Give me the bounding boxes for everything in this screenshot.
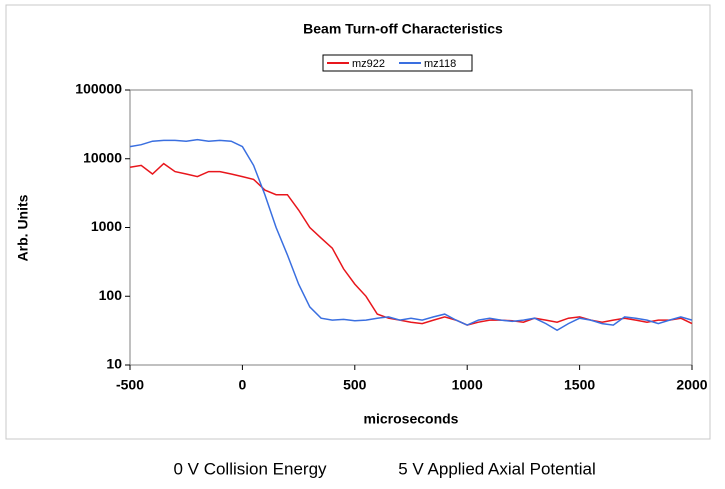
x-tick-label: 1000 [452,377,483,393]
y-axis-label: Arb. Units [15,194,31,261]
caption: 0 V Collision Energy [173,459,327,478]
y-tick-label: 100000 [75,81,122,97]
chart-title: Beam Turn-off Characteristics [303,21,503,37]
plot-area [129,89,693,366]
x-tick-label: 2000 [676,377,707,393]
x-tick-label: 500 [343,377,367,393]
x-tick-label: 1500 [564,377,595,393]
x-tick-label: 0 [239,377,247,393]
caption: 5 V Applied Axial Potential [398,459,596,478]
y-tick-label: 10 [106,356,122,372]
legend-box [322,54,473,72]
x-tick-label: -500 [116,377,144,393]
x-axis-label: microseconds [364,411,459,427]
series-line [129,162,693,326]
y-tick-label: 1000 [91,218,122,234]
series-line [129,138,693,332]
legend-label: mz118 [424,58,456,70]
y-tick-label: 100 [99,287,123,303]
legend-label: mz922 [352,58,385,70]
y-tick-label: 10000 [83,149,122,165]
